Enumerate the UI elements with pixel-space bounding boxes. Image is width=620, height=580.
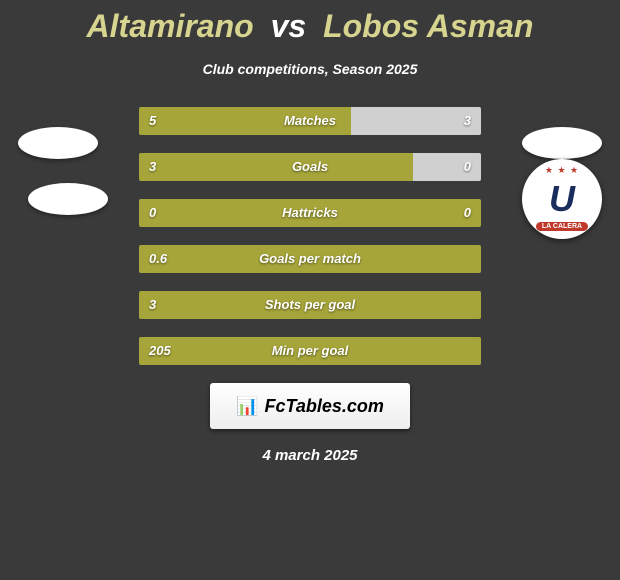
stat-label: Min per goal — [139, 337, 481, 365]
branding-text: FcTables.com — [265, 396, 384, 417]
date-label: 4 march 2025 — [0, 447, 620, 464]
stat-row: 53Matches — [139, 107, 481, 135]
stat-label: Shots per goal — [139, 291, 481, 319]
stat-row: 3Shots per goal — [139, 291, 481, 319]
stats-arena: ★ ★ ★ U LA CALERA 53Matches 30Goals 00Hatt… — [0, 107, 620, 365]
stat-label: Goals per match — [139, 245, 481, 273]
player2-name: Lobos Asman — [323, 8, 533, 44]
stat-rows: 53Matches 30Goals 00Hattricks 0.6Goals per … — [139, 107, 481, 365]
stat-row: 00Hattricks — [139, 199, 481, 227]
vs-label: vs — [271, 8, 307, 44]
player2-crest-2: ★ ★ ★ U LA CALERA — [522, 159, 602, 239]
stat-label: Goals — [139, 153, 481, 181]
stat-row: 205Min per goal — [139, 337, 481, 365]
player1-crest-2 — [28, 159, 108, 239]
branding-badge: 📊 FcTables.com — [210, 383, 410, 429]
chart-icon: 📊 — [236, 396, 258, 417]
player1-name: Altamirano — [87, 8, 254, 44]
stat-label: Hattricks — [139, 199, 481, 227]
badge-ribbon: LA CALERA — [536, 222, 588, 231]
badge-letter: U — [549, 181, 575, 217]
club-badge: ★ ★ ★ U LA CALERA — [522, 159, 602, 239]
page-title: Altamirano vs Lobos Asman — [0, 0, 620, 45]
stat-row: 0.6Goals per match — [139, 245, 481, 273]
stat-row: 30Goals — [139, 153, 481, 181]
subtitle: Club competitions, Season 2025 — [0, 61, 620, 77]
badge-stars: ★ ★ ★ — [545, 165, 579, 176]
stat-label: Matches — [139, 107, 481, 135]
